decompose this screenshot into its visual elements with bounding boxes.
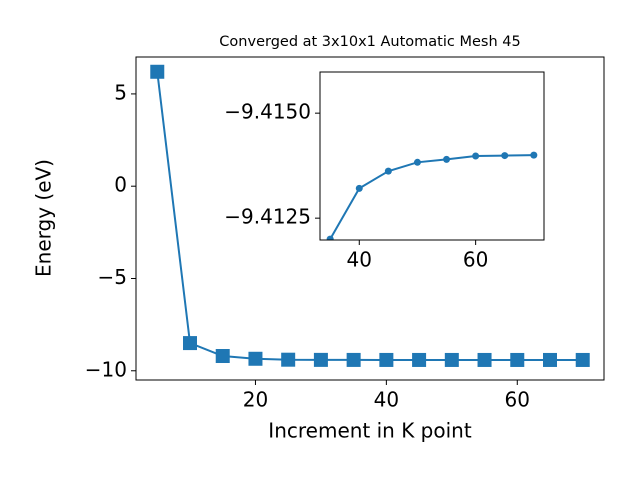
y-tick-label: −9.4125 bbox=[224, 205, 311, 229]
marker bbox=[248, 351, 263, 366]
marker bbox=[313, 352, 328, 367]
marker bbox=[444, 352, 459, 367]
marker bbox=[477, 352, 492, 367]
marker bbox=[379, 352, 394, 367]
y-tick-label: 5 bbox=[114, 80, 127, 104]
marker bbox=[355, 184, 363, 192]
marker bbox=[530, 151, 538, 159]
y-tick-label: 0 bbox=[114, 173, 127, 197]
y-tick-label: −5 bbox=[98, 265, 127, 289]
marker bbox=[510, 352, 525, 367]
axes-frame bbox=[135, 56, 605, 381]
marker bbox=[326, 235, 334, 240]
marker bbox=[150, 64, 165, 79]
marker bbox=[443, 155, 451, 163]
marker bbox=[281, 352, 296, 367]
x-tick-label: 40 bbox=[374, 388, 399, 412]
marker bbox=[183, 336, 197, 351]
marker bbox=[543, 352, 557, 367]
chart-title: Converged at 3x10x1 Automatic Mesh 45 bbox=[219, 34, 520, 50]
axes-frame bbox=[319, 71, 545, 241]
y-tick-label: −10 bbox=[85, 357, 127, 381]
marker bbox=[575, 352, 590, 367]
marker bbox=[215, 349, 230, 364]
marker bbox=[501, 152, 509, 160]
x-axis-label: Increment in K point bbox=[268, 419, 472, 443]
marker bbox=[413, 158, 421, 166]
marker bbox=[384, 167, 392, 175]
y-axis-label: Energy (eV) bbox=[32, 159, 56, 277]
x-tick-label: 60 bbox=[463, 248, 488, 272]
marker bbox=[412, 352, 427, 367]
marker bbox=[346, 352, 361, 367]
y-tick-label: −9.4150 bbox=[224, 100, 311, 124]
data-line bbox=[329, 154, 534, 240]
marker bbox=[472, 152, 480, 160]
x-tick-label: 60 bbox=[505, 388, 530, 412]
x-tick-label: 20 bbox=[243, 388, 268, 412]
x-tick-label: 40 bbox=[347, 248, 372, 272]
